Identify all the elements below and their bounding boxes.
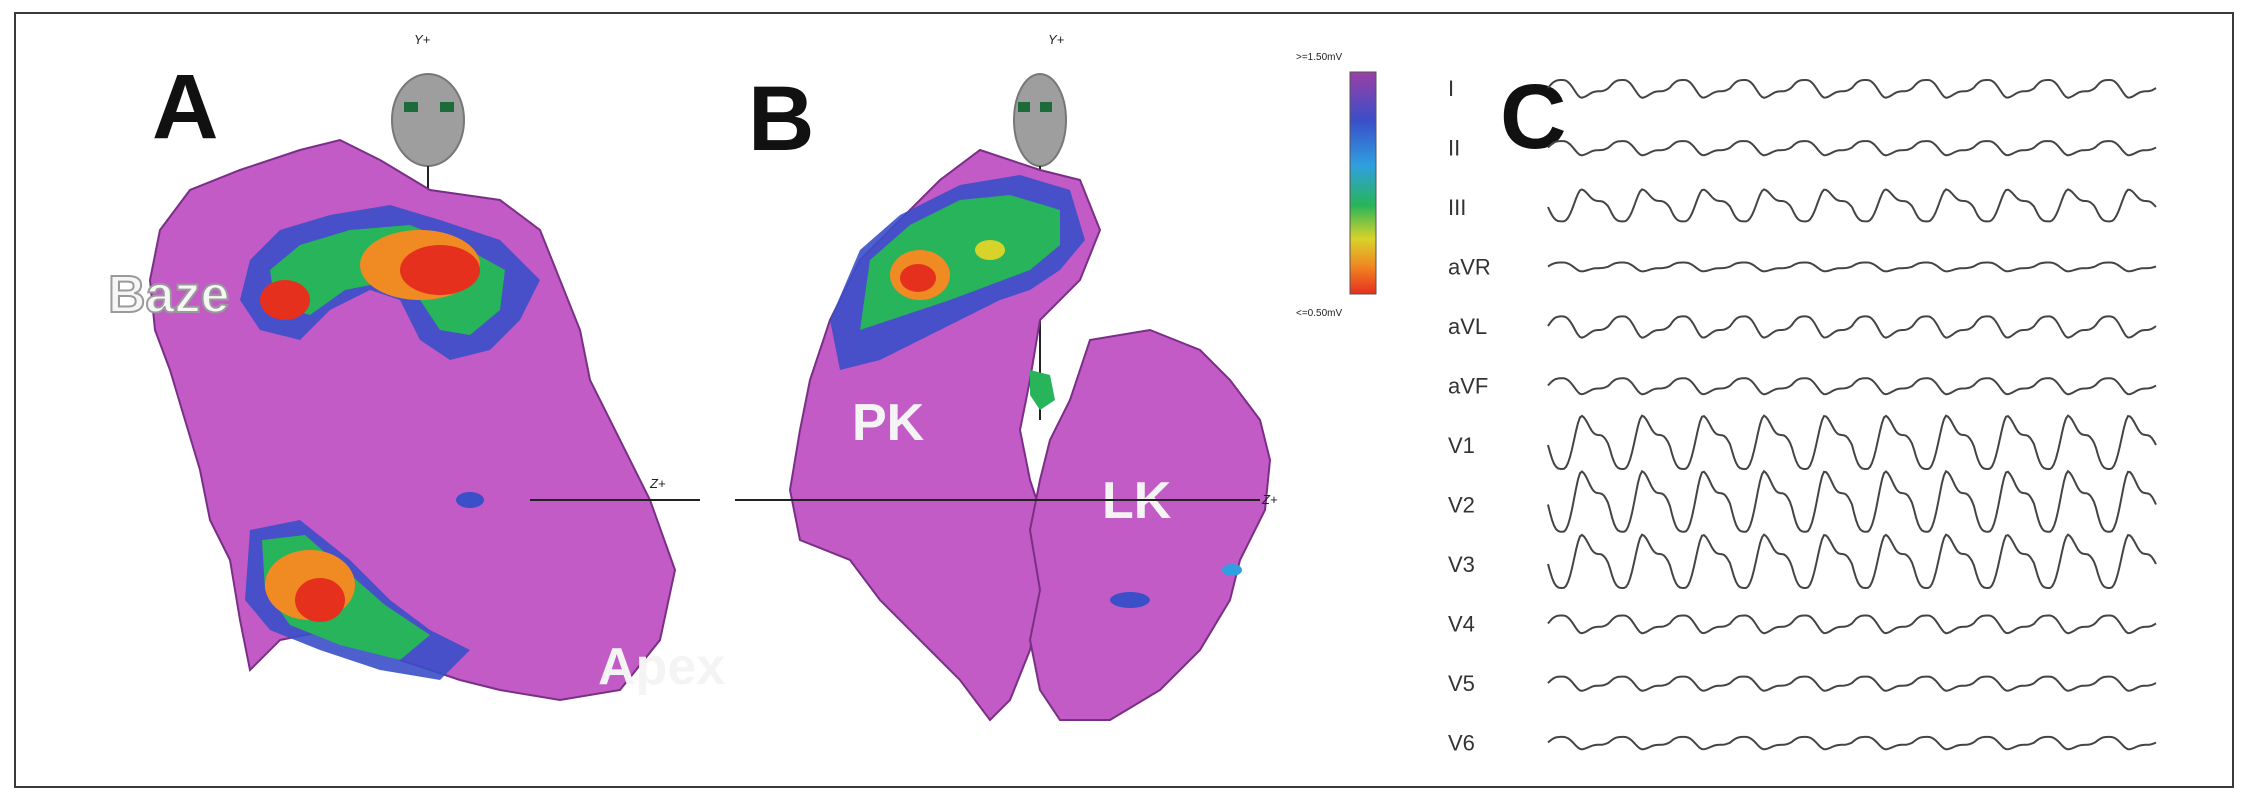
heart-map-b-left-ventricle: [1028, 328, 1272, 721]
ecg-trace-v1: [1547, 414, 2157, 471]
scale-gradient-bar: [1349, 71, 1377, 295]
ecg-trace-v5: [1547, 675, 2157, 692]
ecg-lead-label-avr: aVR: [1448, 255, 1491, 280]
panel-b-letter: B: [748, 68, 814, 170]
scale-max-label: >=1.50mV: [1296, 52, 1342, 63]
ecg-trace-v6: [1547, 735, 2157, 751]
ecg-lead-label-avl: aVL: [1448, 314, 1487, 339]
pk-label: PK: [852, 394, 925, 452]
panel-b-z-axis-label: Z+: [1261, 492, 1278, 507]
ecg-trace-ii: [1547, 140, 2157, 157]
ecg-trace-v3: [1547, 533, 2157, 590]
ecg-lead-label-ii: II: [1448, 136, 1460, 161]
ecg-lead-label-avf: aVF: [1448, 374, 1488, 399]
ecg-trace-avf: [1547, 377, 2157, 396]
panel-a-z-axis-label: Z+: [649, 476, 666, 491]
panel-b-y-axis-label: Y+: [1048, 32, 1065, 47]
panel-c-letter: C: [1500, 66, 1566, 168]
ecg-lead-label-v2: V2: [1448, 493, 1475, 518]
ecg-lead-label-v4: V4: [1448, 612, 1475, 637]
ecg-lead-label-v6: V6: [1448, 731, 1475, 756]
ecg-trace-iii: [1547, 188, 2157, 223]
scale-min-label: <=0.50mV: [1296, 308, 1342, 319]
panel-a: A Y+ Baze Apex Z+: [107, 32, 725, 702]
ecg-lead-label-v3: V3: [1448, 552, 1475, 577]
ecg-trace-avr: [1547, 261, 2157, 273]
ecg-lead-label-i: I: [1448, 76, 1454, 101]
ecg-trace-v2: [1547, 469, 2157, 533]
ecg-trace-i: [1547, 79, 2157, 99]
ecg-lead-label-v5: V5: [1448, 671, 1475, 696]
panel-a-letter: A: [152, 56, 218, 158]
ecg-trace-v4: [1547, 614, 2157, 635]
voltage-color-scale: >=1.50mV <=0.50mV: [1296, 52, 1377, 319]
base-label: Baze: [108, 266, 229, 324]
ecg-trace-avl: [1547, 315, 2157, 339]
ecg-lead-label-v1: V1: [1448, 433, 1475, 458]
ecg-lead-label-iii: III: [1448, 195, 1466, 220]
apex-label: Apex: [598, 638, 725, 696]
panel-b: B Y+ PK LK Z+: [735, 32, 1278, 722]
panel-a-y-axis-label: Y+: [414, 32, 431, 47]
